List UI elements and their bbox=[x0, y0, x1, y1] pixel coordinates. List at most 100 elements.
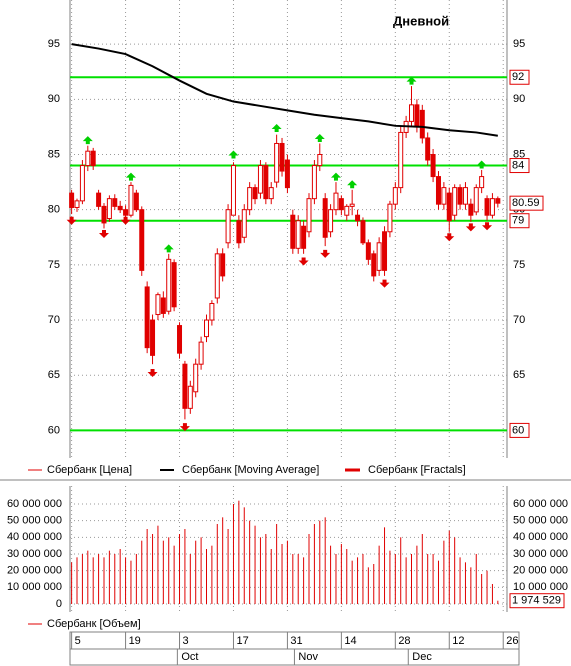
candle-body bbox=[74, 200, 80, 208]
candle-body bbox=[123, 209, 129, 216]
fractal-down bbox=[179, 423, 190, 432]
candle-body bbox=[365, 242, 371, 260]
y-tick-label: 90 bbox=[48, 93, 60, 105]
legend-label: Сбербанк [Fractals] bbox=[368, 464, 466, 476]
candle-body bbox=[193, 363, 199, 393]
y-tick-label: 10 000 000 bbox=[513, 581, 568, 593]
candle-body bbox=[462, 187, 468, 205]
candle-body bbox=[479, 176, 485, 189]
candle-body bbox=[495, 198, 501, 204]
current-price-box bbox=[509, 195, 544, 211]
candle-body bbox=[284, 159, 290, 189]
moving-average bbox=[71, 43, 498, 137]
x-tick-label: 28 bbox=[398, 635, 410, 647]
candle-body bbox=[69, 192, 75, 208]
level-label: 60 bbox=[512, 424, 524, 436]
candle-body bbox=[425, 137, 431, 161]
x-tick-label: 26 bbox=[506, 635, 518, 647]
candle-body bbox=[117, 205, 123, 211]
fractal-down bbox=[482, 222, 493, 231]
x-tick-label: 12 bbox=[452, 635, 464, 647]
candle-body bbox=[473, 187, 479, 213]
x-tick-label: 19 bbox=[129, 635, 141, 647]
x-tick-label: 5 bbox=[75, 635, 81, 647]
y-tick-label: 60 000 000 bbox=[513, 498, 568, 510]
x-tick-label: 3 bbox=[183, 635, 189, 647]
fractal-down bbox=[444, 233, 455, 242]
y-tick-label: 20 000 000 bbox=[513, 565, 568, 577]
candle-body bbox=[225, 209, 231, 244]
candle-body bbox=[435, 176, 441, 205]
level-label: 79 bbox=[512, 215, 524, 227]
candle-body bbox=[322, 198, 328, 238]
y-tick-label: 90 bbox=[513, 93, 525, 105]
y-tick-label: 70 bbox=[48, 314, 60, 326]
candle-body bbox=[198, 341, 204, 365]
fractal-down bbox=[66, 216, 77, 225]
candle-body bbox=[90, 150, 96, 167]
candle-body bbox=[279, 142, 285, 172]
candle-body bbox=[409, 104, 415, 122]
candle-body bbox=[144, 286, 150, 349]
level-box bbox=[509, 213, 530, 229]
y-tick-label: 75 bbox=[513, 259, 525, 271]
candle-body bbox=[387, 203, 393, 233]
candle-body bbox=[371, 253, 377, 277]
y-tick-label: 80 bbox=[48, 204, 60, 216]
candle-body bbox=[376, 242, 382, 271]
y-tick-label: 85 bbox=[513, 148, 525, 160]
x-tick-label: 17 bbox=[236, 635, 248, 647]
fractal-up bbox=[330, 172, 341, 181]
fractal-down bbox=[98, 229, 109, 238]
fractal-up bbox=[228, 150, 239, 159]
candle-body bbox=[355, 214, 361, 222]
y-tick-label: 0 bbox=[56, 598, 62, 610]
candle-body bbox=[96, 192, 102, 207]
x-tick-label: 14 bbox=[344, 635, 356, 647]
fractal-up bbox=[271, 124, 282, 133]
current-price-label: 80.59 bbox=[512, 197, 540, 209]
candle-body bbox=[295, 220, 301, 249]
candle-body bbox=[468, 203, 474, 216]
y-tick-label: 40 000 000 bbox=[513, 531, 568, 543]
candle-body bbox=[398, 131, 404, 189]
current-volume-label: 1 974 529 bbox=[512, 595, 561, 607]
candle-body bbox=[203, 319, 209, 338]
candle-body bbox=[166, 258, 172, 312]
level-label: 92 bbox=[512, 71, 524, 83]
candle-body bbox=[328, 209, 334, 233]
fractal-up bbox=[82, 136, 93, 145]
y-tick-label: 85 bbox=[48, 148, 60, 160]
candle-body bbox=[252, 187, 258, 200]
y-tick-label: 50 000 000 bbox=[513, 515, 568, 527]
candle-body bbox=[484, 198, 490, 216]
y-tick-label: 95 bbox=[513, 38, 525, 50]
month-label: Dec bbox=[412, 651, 432, 663]
candle-body bbox=[220, 253, 226, 277]
candle-body bbox=[306, 198, 312, 233]
y-tick-label: 60 bbox=[48, 424, 60, 436]
level-box bbox=[509, 158, 530, 174]
fractal-down bbox=[379, 279, 390, 288]
y-tick-label: 10 000 000 bbox=[7, 581, 62, 593]
candle-body bbox=[106, 198, 112, 220]
candle-body bbox=[338, 198, 344, 211]
candle-body bbox=[85, 150, 91, 167]
candle-body bbox=[441, 187, 447, 205]
candle-body bbox=[182, 363, 188, 409]
candle-body bbox=[139, 209, 145, 271]
level-box bbox=[509, 69, 530, 85]
candle-body bbox=[177, 325, 183, 354]
candle-body bbox=[301, 225, 307, 249]
y-tick-label: 40 000 000 bbox=[7, 531, 62, 543]
level-box bbox=[509, 422, 530, 438]
candle-body bbox=[344, 205, 350, 216]
legend-label: Сбербанк [Объем] bbox=[47, 618, 141, 630]
current-volume-box bbox=[509, 593, 565, 609]
candle-body bbox=[171, 262, 177, 308]
month-label: Oct bbox=[181, 651, 198, 663]
candle-body bbox=[419, 109, 425, 139]
y-tick-label: 75 bbox=[48, 259, 60, 271]
candle-body bbox=[209, 302, 215, 321]
legend-label: Сбербанк [Цена] bbox=[47, 464, 132, 476]
